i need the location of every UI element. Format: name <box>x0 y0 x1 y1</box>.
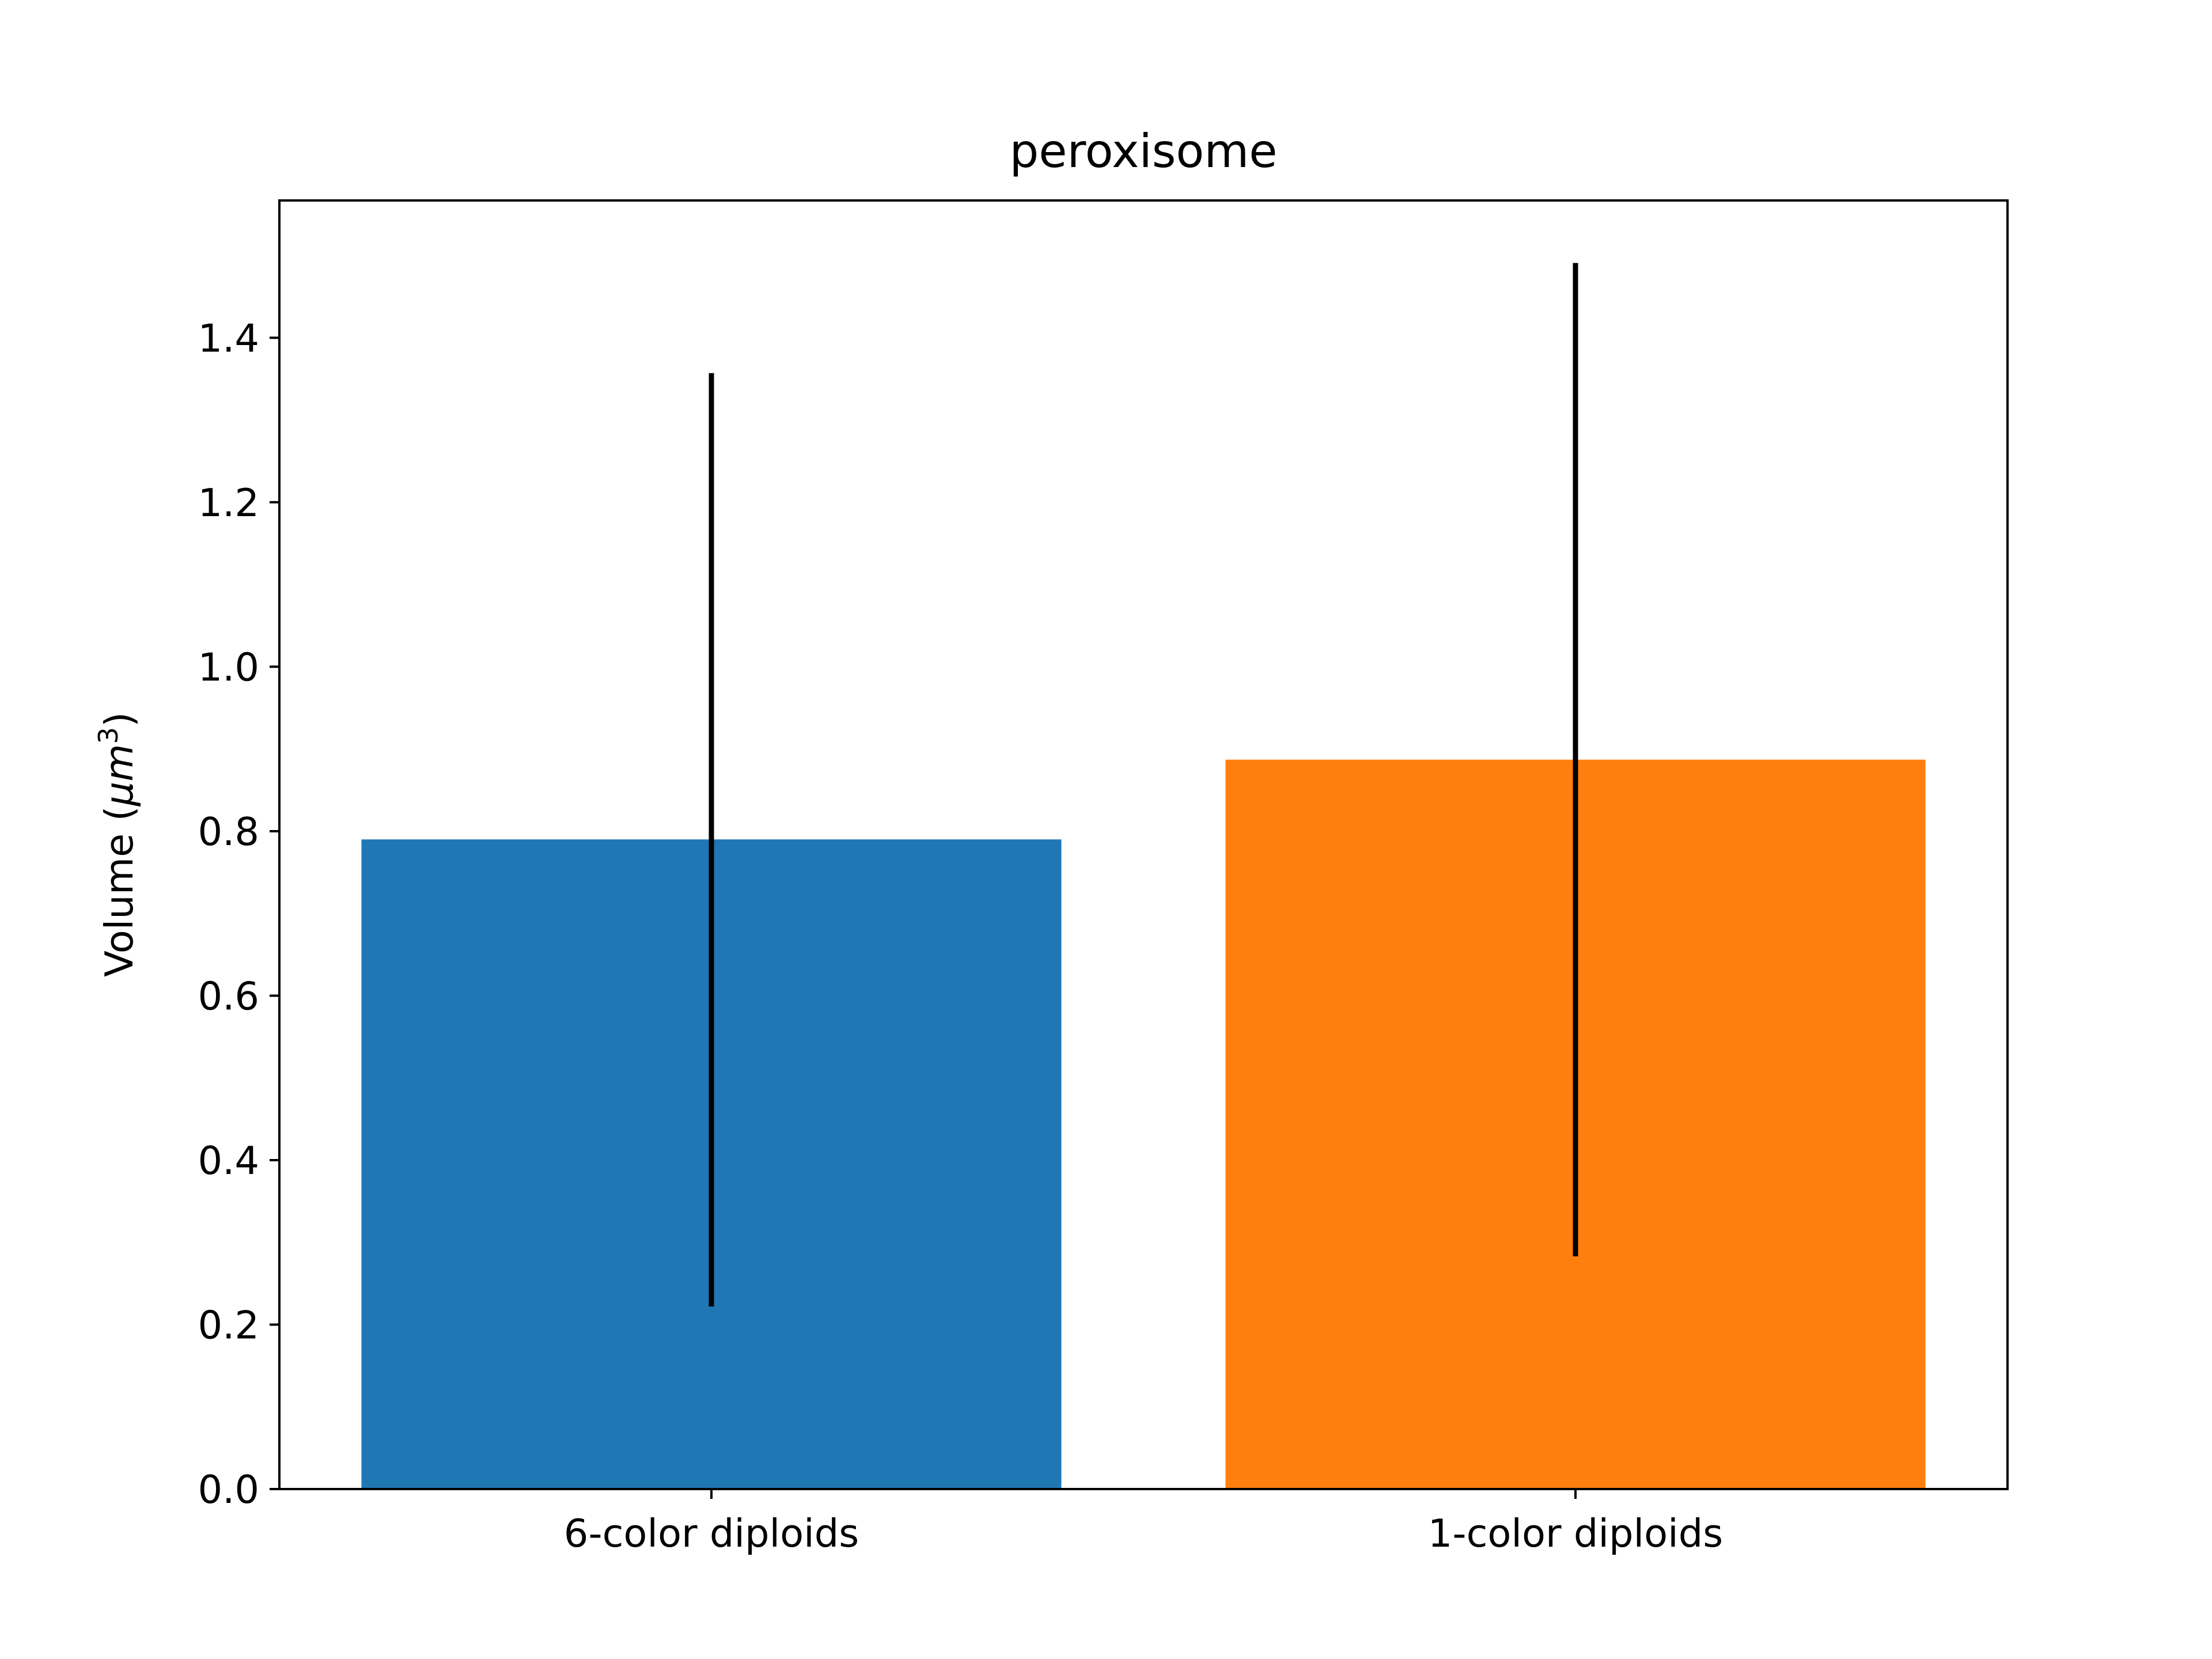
y-tick-label-3: 0.4 <box>198 1138 259 1183</box>
x-tick-label-1: 6-color diploids <box>564 1511 859 1556</box>
y-tick-label-6: 1.0 <box>198 645 259 690</box>
y-tick-label-8: 1.4 <box>198 316 259 361</box>
y-axis: 0.0 0.2 0.4 0.6 0.8 1.0 1.2 1.4 <box>198 316 279 1512</box>
x-axis: 6-color diploids 1-color diploids <box>564 1489 1723 1556</box>
error-bars-group <box>709 263 1578 1307</box>
y-tick-label-5: 0.8 <box>198 809 259 854</box>
y-axis-label-close: ) <box>97 712 142 727</box>
x-tick-label-2: 1-color diploids <box>1428 1511 1723 1556</box>
y-axis-label-unit: μm <box>97 744 142 806</box>
y-axis-label-main: Volume ( <box>97 806 142 977</box>
chart-title: peroxisome <box>1010 124 1278 178</box>
y-axis-label: Volume (μm3) <box>93 712 142 977</box>
y-tick-label-1: 0.0 <box>198 1467 259 1512</box>
y-tick-label-4: 0.6 <box>198 974 259 1018</box>
plot-frame <box>278 199 2009 1490</box>
y-tick-label-7: 1.2 <box>198 480 259 525</box>
y-axis-label-superscript: 3 <box>93 727 124 744</box>
y-tick-label-2: 0.2 <box>198 1302 259 1347</box>
